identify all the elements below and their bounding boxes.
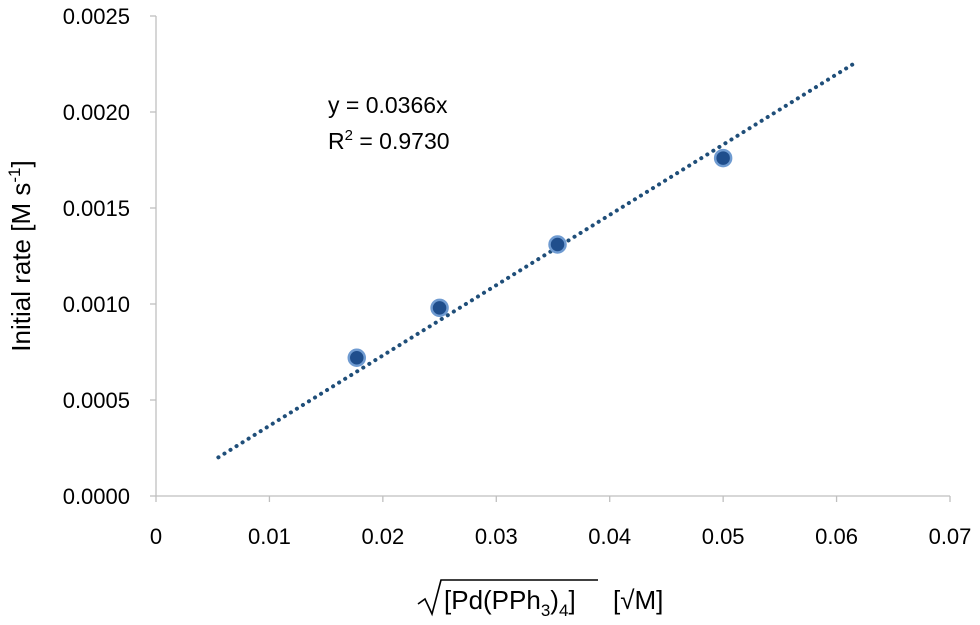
data-point [430,298,449,318]
x-tick-label: 0.07 [929,524,972,549]
r-squared-sup: 2 [345,127,353,144]
y-axis-title: Initial rate [M s-1] [5,160,36,351]
axes [155,16,950,497]
x-tick-label: 0.04 [588,524,631,549]
x-axis-unit: [√M] [613,585,663,615]
y-tick-label: 0.0000 [63,484,130,509]
trendline [216,61,856,460]
x-axis-title-text: [Pd(PPh3)4] [444,585,576,620]
trendline-group [216,61,856,460]
r-squared-base: R [328,128,345,154]
x-tick-label: 0.03 [475,524,518,549]
y-tick-label: 0.0020 [63,100,130,125]
r-squared-value: = 0.9730 [353,128,450,154]
trend-equation: y = 0.0366x [328,92,448,118]
r-squared-annotation: R2 = 0.9730 [328,127,450,154]
data-points [347,148,733,368]
y-tick-label: 0.0025 [63,4,130,29]
y-tick-label: 0.0015 [63,196,130,221]
x-tick-label: 0.02 [361,524,404,549]
y-tick-labels: 0.0000 0.0005 0.0010 0.0015 0.0020 0.0025 [63,4,156,509]
square-root-sign [417,579,598,617]
y-tick-label: 0.0010 [63,292,130,317]
y-tick-label: 0.0005 [63,388,130,413]
x-axis-title: [Pd(PPh3)4] [√M] [417,579,663,620]
data-point [347,348,367,368]
x-tick-label: 0.06 [815,524,858,549]
x-tick-label: 0 [150,524,162,549]
x-tick-labels: 0 0.01 0.02 0.03 0.04 0.05 0.06 0.07 [150,496,972,549]
x-tick-label: 0.05 [702,524,745,549]
data-point [713,148,733,168]
x-tick-label: 0.01 [248,524,291,549]
data-point [548,235,567,254]
